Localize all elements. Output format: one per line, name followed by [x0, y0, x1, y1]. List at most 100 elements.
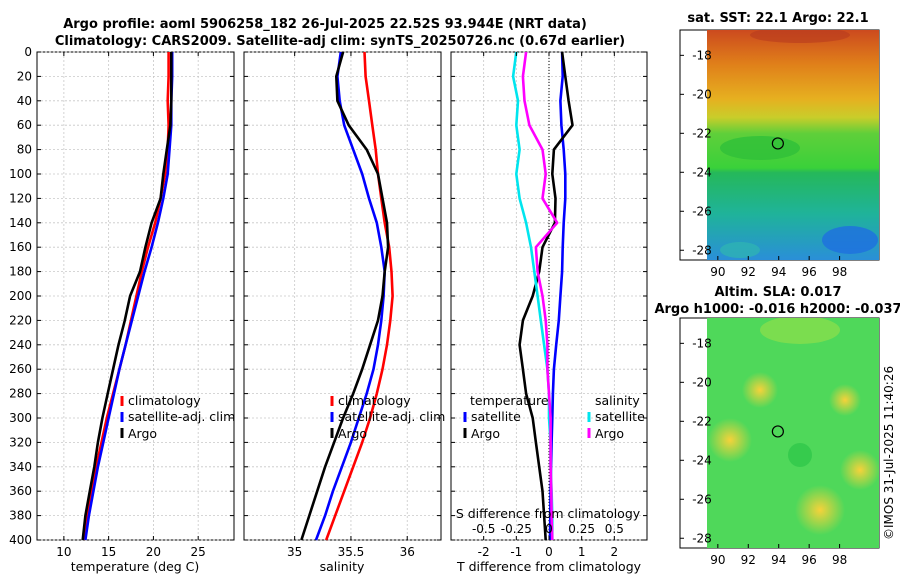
- salinity-legend: climatology satellite-adj. clim Argo: [330, 393, 445, 441]
- map-x-tick-label: 90: [710, 265, 725, 279]
- argo-location-marker: [771, 425, 784, 438]
- x-tick-label: -2: [478, 545, 490, 559]
- legend-label-satellite: satellite-adj. clim: [338, 409, 445, 424]
- map-x-tick-label: 96: [802, 553, 817, 567]
- legend-label-argo: Argo: [128, 426, 157, 441]
- map-y-tick-label: -24: [692, 453, 712, 467]
- x-tick-label: 10: [56, 545, 71, 559]
- map-x-tick-label: 92: [741, 553, 756, 567]
- legend-label-sal-satellite: satellite: [595, 409, 645, 424]
- y-tick-label: 20: [17, 69, 32, 83]
- x2-tick-label: -0.25: [501, 522, 532, 536]
- map-y-tick-label: -22: [692, 126, 712, 140]
- y-tick-label: 0: [24, 45, 32, 59]
- map-y-tick-label: -22: [692, 414, 712, 428]
- y-tick-label: 400: [9, 533, 32, 547]
- x-tick-label: 35: [287, 545, 302, 559]
- y-tick-label: 320: [9, 435, 32, 449]
- y-tick-label: 220: [9, 313, 32, 327]
- series-line-salinity-argo: [521, 51, 559, 541]
- sst-map-title: sat. SST: 22.1 Argo: 22.1: [687, 11, 868, 26]
- salinity-difference-label: S difference from climatology: [456, 506, 641, 521]
- sst-map-panel: sat. SST: 22.1 Argo: 22.1 90 92 94 96 98 -18 -…: [679, 11, 880, 279]
- series-line-temperature-argo: [518, 51, 574, 541]
- y-tick-label: 200: [9, 289, 32, 303]
- legend-label-climatology: climatology: [338, 393, 411, 408]
- difference-legend: temperature satellite Argo salinity sate…: [463, 393, 645, 441]
- series-line-satellite-adj-clim: [84, 52, 174, 541]
- map-y-tick-label: -26: [692, 204, 712, 218]
- sla-heatmap: [707, 318, 879, 548]
- map-x-tick-label: 98: [832, 553, 847, 567]
- x-tick-label: 36: [400, 545, 415, 559]
- map-x-tick-label: 94: [771, 553, 786, 567]
- map-y-tick-label: -28: [692, 531, 712, 545]
- argo-location-marker: [771, 137, 784, 150]
- y-tick-label: 60: [17, 118, 32, 132]
- map-x-tick-label: 92: [741, 265, 756, 279]
- x-tick-label: 0: [545, 545, 553, 559]
- temperature-legend: climatology satellite-adj. clim Argo: [120, 393, 235, 441]
- temperature-difference-xlabel: T difference from climatology: [456, 559, 642, 574]
- sla-map-subtitle: Argo h1000: -0.016 h2000: -0.037: [654, 302, 900, 317]
- legend-header-salinity: salinity: [595, 393, 640, 408]
- x-tick-label: 1: [578, 545, 586, 559]
- map-y-tick-label: -20: [692, 375, 712, 389]
- x-tick-label: 35.5: [338, 545, 365, 559]
- y-tick-label: 360: [9, 484, 32, 498]
- legend-label-sal-argo: Argo: [595, 426, 624, 441]
- sst-heatmap: [707, 30, 879, 260]
- map-y-tick-label: -24: [692, 165, 712, 179]
- x-tick-label: 25: [191, 545, 206, 559]
- legend-label-satellite: satellite-adj. clim: [128, 409, 235, 424]
- x2-tick-label: 0.25: [568, 522, 595, 536]
- map-x-tick-label: 98: [832, 265, 847, 279]
- x2-tick-label: 0.5: [605, 522, 624, 536]
- map-x-tick-label: 94: [771, 265, 786, 279]
- x-tick-label: 20: [146, 545, 161, 559]
- y-tick-label: 120: [9, 191, 32, 205]
- x-tick-label: 2: [611, 545, 619, 559]
- legend-header-temperature: temperature: [470, 393, 549, 408]
- y-tick-label: 100: [9, 167, 32, 181]
- legend-label-argo: Argo: [338, 426, 367, 441]
- y-tick-label: 160: [9, 240, 32, 254]
- x2-tick-label: -0.5: [472, 522, 495, 536]
- map-y-tick-label: -18: [692, 48, 712, 62]
- figure-title-line1: Argo profile: aoml 5906258_182 26-Jul-20…: [63, 17, 587, 32]
- legend-label-temp-argo: Argo: [471, 426, 500, 441]
- y-tick-label: 380: [9, 509, 32, 523]
- x2-tick-label: 0: [545, 522, 553, 536]
- map-x-tick-label: 90: [710, 553, 725, 567]
- map-x-tick-label: 96: [802, 265, 817, 279]
- imos-timestamp: ©IMOS 31-Jul-2025 11:40:26: [882, 366, 896, 540]
- map-y-tick-label: -28: [692, 243, 712, 257]
- y-tick-label: 260: [9, 362, 32, 376]
- y-tick-label: 40: [17, 94, 32, 108]
- map-y-tick-label: -26: [692, 492, 712, 506]
- legend-label-climatology: climatology: [128, 393, 201, 408]
- x-tick-label: -1: [510, 545, 522, 559]
- salinity-xlabel: salinity: [320, 559, 365, 574]
- map-y-tick-label: -20: [692, 87, 712, 101]
- sla-map-panel: Altim. SLA: 0.017 Argo h1000: -0.016 h20…: [654, 285, 900, 567]
- difference-panel: -2 -1 0 1 2 -0.5 -0.25 0 0.25 0.5 S difference f…: [450, 51, 648, 574]
- map-y-tick-label: -18: [692, 336, 712, 350]
- figure-title-line2: Climatology: CARS2009. Satellite-adj cli…: [55, 34, 625, 49]
- y-tick-label: 80: [17, 143, 32, 157]
- y-tick-label: 140: [9, 216, 32, 230]
- y-tick-label: 300: [9, 411, 32, 425]
- series-line-climatology: [324, 51, 394, 541]
- temperature-xlabel: temperature (deg C): [71, 559, 200, 574]
- y-tick-label: 240: [9, 338, 32, 352]
- temperature-panel: 0 20 40 60 80 100 120 140 160 180 200 220 240 260 280 3…: [9, 45, 235, 574]
- y-tick-label: 180: [9, 265, 32, 279]
- sla-map-title: Altim. SLA: 0.017: [715, 285, 842, 300]
- y-tick-label: 340: [9, 460, 32, 474]
- x-tick-label: 15: [101, 545, 116, 559]
- legend-label-temp-satellite: satellite: [471, 409, 521, 424]
- y-tick-label: 280: [9, 387, 32, 401]
- series-line-argo: [81, 52, 173, 541]
- series-line-argo: [300, 51, 390, 541]
